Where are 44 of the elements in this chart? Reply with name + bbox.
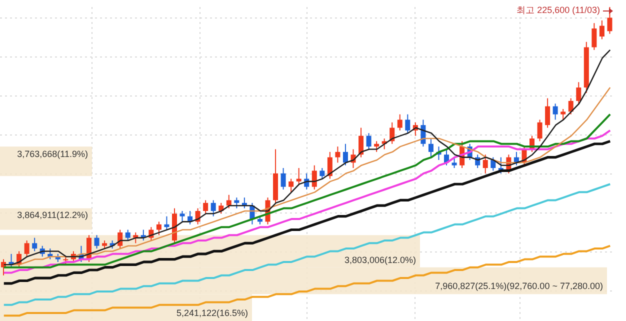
- band-label: 5,241,122(16.5%): [175, 307, 248, 320]
- candlestick: [405, 114, 410, 134]
- candlestick: [552, 103, 558, 120]
- candlestick: [164, 216, 170, 230]
- candlestick: [545, 98, 550, 128]
- candlestick: [156, 221, 162, 236]
- candlestick: [24, 240, 30, 258]
- candlestick: [537, 119, 542, 142]
- annotation: 최고 225,600 (11/03): [516, 4, 600, 17]
- candlestick: [342, 143, 348, 166]
- candlestick: [482, 154, 488, 174]
- candlestick: [312, 164, 317, 190]
- candlestick: [358, 127, 364, 158]
- candlestick: [592, 22, 597, 50]
- band-label: 3,763,668(11.9%): [16, 148, 88, 160]
- candlestick: [94, 234, 100, 250]
- candlestick: [335, 146, 340, 164]
- candlestick: [428, 138, 434, 158]
- candlestick: [226, 194, 232, 209]
- candlestick: [490, 156, 496, 172]
- candlestick: [320, 168, 325, 180]
- candlestick: [180, 210, 185, 222]
- candlestick: [32, 237, 38, 252]
- candlestick: [210, 200, 216, 217]
- band-label: 7,960,827(25.1%)(92,760.00 ~ 77,280.00): [434, 280, 603, 292]
- candlestick: [607, 7, 612, 34]
- candlestick: [280, 168, 286, 190]
- candlestick: [118, 229, 123, 250]
- candlestick: [599, 20, 604, 40]
- candlestick: [234, 197, 240, 209]
- candlestick: [218, 202, 224, 214]
- candlestick: [366, 132, 372, 150]
- candlestick: [125, 229, 130, 241]
- candlestick: [296, 168, 302, 185]
- candlestick: [327, 151, 332, 180]
- candlestick: [576, 82, 582, 104]
- candlestick: [452, 156, 457, 169]
- candlestick: [203, 200, 208, 214]
- candlestick: [560, 108, 566, 120]
- candlestick: [288, 178, 294, 193]
- candlestick: [374, 140, 380, 152]
- band-label: 3,803,006(12.0%): [343, 254, 416, 266]
- candlestick: [397, 114, 402, 131]
- band-label: 3,864,911(12.2%): [16, 209, 88, 222]
